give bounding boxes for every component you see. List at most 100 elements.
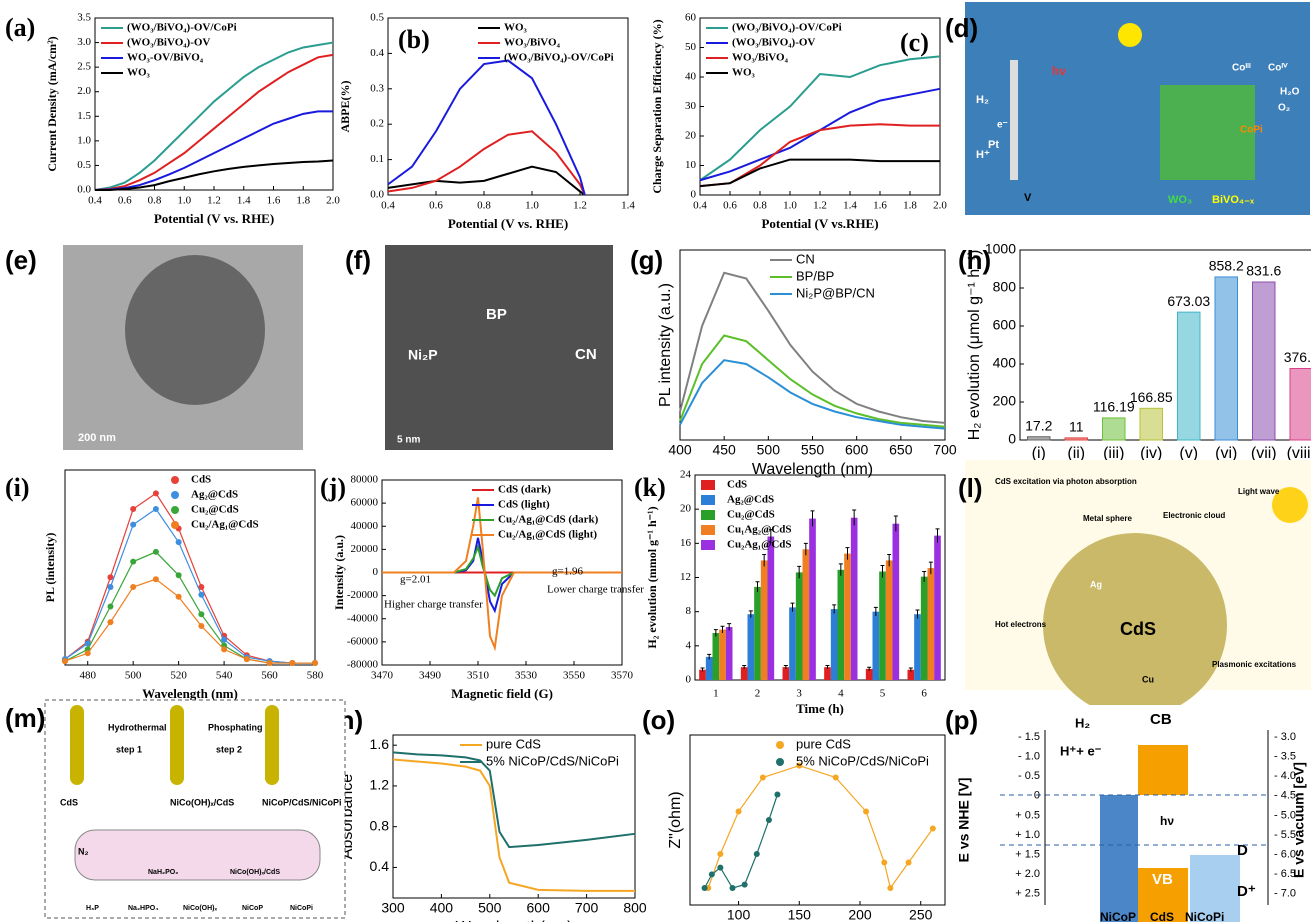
bar bbox=[1027, 436, 1051, 441]
x-tick-label: 550 bbox=[801, 442, 825, 458]
y-axis-label: PL (intensity) bbox=[43, 533, 57, 603]
legend-label: WO₃ bbox=[504, 22, 528, 34]
y-tick-label: 3.5 bbox=[77, 12, 91, 24]
x-tick-label: 480 bbox=[79, 670, 96, 682]
x-tick-label: 600 bbox=[845, 442, 869, 458]
legend-label: (WO₃/BiVO₄)-OV bbox=[127, 37, 210, 49]
image-text: H⁺+ e⁻ bbox=[1060, 743, 1102, 758]
series-line bbox=[699, 158, 940, 188]
image-text: NiCoPi bbox=[1185, 910, 1224, 922]
legend-swatch bbox=[171, 506, 179, 514]
x-tick-label: 3490 bbox=[419, 670, 442, 682]
data-point bbox=[152, 548, 159, 555]
y-tick-label: 1.5 bbox=[77, 110, 91, 122]
data-point bbox=[175, 572, 182, 579]
y-tick-label: 1.6 bbox=[370, 736, 390, 752]
data-point bbox=[774, 791, 781, 798]
bar bbox=[754, 586, 761, 680]
panel-label: (h) bbox=[958, 245, 991, 275]
x-tick-label: 1.2 bbox=[813, 200, 827, 212]
error-bar bbox=[720, 625, 725, 634]
annotation: Lower charge transfer bbox=[547, 584, 644, 596]
data-point bbox=[765, 817, 772, 823]
data-point bbox=[152, 506, 159, 512]
bar bbox=[934, 535, 941, 680]
panel-label: (i) bbox=[5, 473, 30, 502]
image-text: O₂ bbox=[1278, 103, 1290, 114]
y-tick-label: 2.5 bbox=[77, 61, 91, 73]
image-text: H₂ bbox=[1075, 715, 1090, 730]
image-text: NaH₂PO₂ bbox=[148, 869, 178, 876]
left-tick-label: + 1.5 bbox=[1015, 849, 1040, 861]
chart-panel: (b) 0.0 0.1 0.2 0.3 0.4 0.5 0.4 0.6 0.8 1.0 1.2 1.4 P… bbox=[338, 12, 636, 231]
bar bbox=[760, 560, 768, 680]
image-text: CoPi bbox=[1240, 125, 1263, 136]
tube bbox=[74, 829, 321, 881]
x-tick-label: 600 bbox=[527, 900, 551, 916]
legend-label: CdS (light) bbox=[498, 499, 550, 511]
data-point bbox=[107, 619, 114, 626]
panel-label: (d) bbox=[945, 13, 978, 43]
bar bbox=[1064, 437, 1088, 441]
x-tick-label: 1.4 bbox=[237, 195, 251, 207]
x-axis-label: Wavelength (nm) bbox=[142, 686, 238, 701]
x-tick-label: 2.0 bbox=[933, 200, 947, 212]
error-bar bbox=[832, 604, 837, 614]
error-bar bbox=[797, 565, 802, 579]
data-point bbox=[198, 623, 205, 629]
y-tick-label: 60 bbox=[685, 12, 697, 24]
bar bbox=[879, 571, 886, 680]
legend-label: (WO₃/BiVO₄)-OV/CoPi bbox=[732, 22, 842, 34]
image-text: WO₃ bbox=[1168, 194, 1192, 206]
y-tick-label: 40 bbox=[685, 71, 697, 83]
x-axis-label: Time (h) bbox=[796, 701, 844, 716]
x-tick-label: 500 bbox=[478, 900, 502, 916]
y-tick-label: -40000 bbox=[347, 612, 379, 624]
data-point bbox=[832, 774, 839, 781]
rod bbox=[70, 705, 84, 785]
annotation: Higher charge transfer bbox=[384, 599, 483, 611]
value-label: 376.3 bbox=[1284, 349, 1311, 365]
legend-label: 5% NiCoP/CdS/NiCoPi bbox=[486, 753, 619, 768]
bar bbox=[809, 518, 816, 680]
panel-label: (l) bbox=[958, 473, 983, 503]
value-label: 17.2 bbox=[1025, 417, 1052, 433]
series-line bbox=[707, 764, 934, 890]
image-text: Cu bbox=[1142, 674, 1154, 684]
right-tick-label: - 3.0 bbox=[1274, 731, 1296, 743]
panel-label: (o) bbox=[642, 705, 675, 735]
x-tick-label: 1.0 bbox=[177, 195, 191, 207]
y-tick-label: 0.4 bbox=[370, 47, 384, 59]
legend-label: WO₃-OV/BiVO₄ bbox=[127, 52, 204, 64]
bar bbox=[795, 572, 803, 680]
image-text: CN bbox=[575, 346, 597, 363]
bar bbox=[719, 629, 726, 680]
sphere bbox=[1043, 533, 1227, 717]
x-tick-label: 520 bbox=[170, 670, 187, 682]
series-line bbox=[387, 130, 586, 196]
right-tick-label: - 5.5 bbox=[1274, 829, 1296, 841]
legend-label: Cu₂/Ag₁@CdS (dark) bbox=[498, 514, 599, 526]
image-text: Phosphating bbox=[208, 722, 263, 732]
x-tick-label: 1.6 bbox=[873, 200, 887, 212]
x-axis-label: Wavelength(nm) bbox=[456, 919, 573, 922]
bar bbox=[885, 560, 893, 680]
series-line bbox=[387, 59, 586, 196]
legend-label: pure CdS bbox=[486, 736, 541, 751]
error-bar bbox=[852, 509, 857, 526]
y-axis-label: Intensity (a.u.) bbox=[332, 535, 346, 610]
x-tick-label: (vii) bbox=[1251, 445, 1277, 462]
legend-swatch bbox=[701, 540, 715, 550]
x-tick-label: 3550 bbox=[563, 670, 586, 682]
chart-panel: (i) 480 500 520 540 560 580 Wavelength (nm) PL (… bbox=[5, 469, 324, 701]
image-text: Ni₂P bbox=[408, 347, 438, 363]
right-tick-label: - 6.5 bbox=[1274, 868, 1296, 880]
error-bar bbox=[762, 553, 767, 567]
image-text: Electronic cloud bbox=[1163, 511, 1225, 520]
data-point bbox=[741, 881, 748, 888]
x-tick-label: 450 bbox=[712, 442, 736, 458]
band-nicopi bbox=[1190, 855, 1240, 922]
legend-label: CdS (dark) bbox=[498, 484, 551, 496]
x-tick-label: 3470 bbox=[371, 670, 394, 682]
